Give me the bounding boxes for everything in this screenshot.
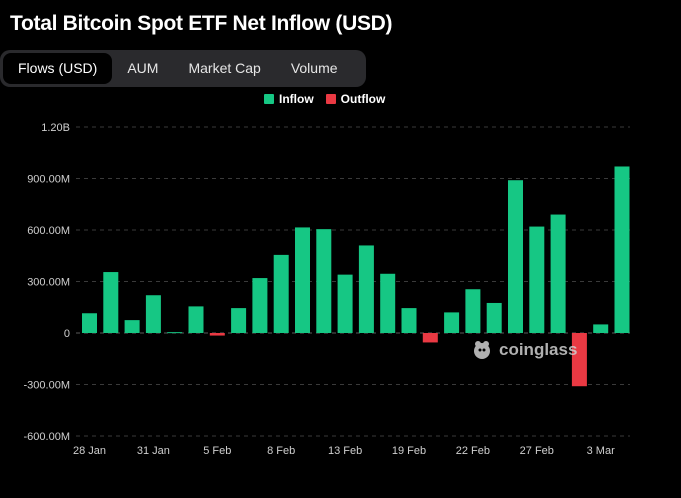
tab-volume[interactable]: Volume	[290, 60, 338, 76]
chart-title: Total Bitcoin Spot ETF Net Inflow (USD)	[10, 12, 393, 35]
bar-inflow[interactable]	[231, 308, 247, 333]
outflow-swatch	[325, 94, 336, 104]
y-tick-label: -300.00M	[24, 380, 70, 392]
x-tick-label: 27 Feb	[520, 445, 554, 457]
bar-inflow[interactable]	[295, 227, 310, 333]
x-tick-label: 22 Feb	[456, 445, 490, 457]
bar-inflow[interactable]	[465, 289, 481, 333]
y-tick-label: 900.00M	[27, 174, 70, 186]
bar-inflow[interactable]	[82, 313, 97, 333]
legend-item-inflow[interactable]: Inflow	[264, 92, 314, 106]
view-tabs: Flows (USD) AUM Market Cap Volume	[0, 50, 366, 87]
y-tick-label: 300.00M	[27, 277, 70, 289]
watermark-text: coinglass	[499, 340, 578, 359]
bar-inflow[interactable]	[188, 306, 204, 333]
bar-inflow[interactable]	[273, 254, 289, 333]
bar-inflow[interactable]	[614, 166, 630, 333]
bar-inflow[interactable]	[486, 302, 502, 333]
coinglass-watermark: coinglass	[470, 338, 577, 362]
x-tick-label: 19 Feb	[392, 445, 426, 457]
bar-inflow[interactable]	[252, 278, 268, 333]
bar-outflow[interactable]	[209, 333, 225, 336]
bar-inflow[interactable]	[529, 226, 545, 333]
x-tick-label: 8 Feb	[267, 445, 295, 457]
bar-outflow[interactable]	[571, 333, 587, 387]
tab-flows[interactable]: Flows (USD)	[3, 53, 113, 84]
inflow-swatch	[264, 94, 274, 104]
bar-inflow[interactable]	[508, 180, 523, 333]
legend-outflow-label: Outflow	[340, 92, 386, 106]
tab-aum[interactable]: AUM	[127, 60, 159, 76]
bar-inflow[interactable]	[380, 273, 396, 333]
x-tick-label: 5 Feb	[203, 445, 231, 457]
bar-inflow[interactable]	[358, 245, 374, 333]
bar-inflow[interactable]	[593, 324, 609, 333]
y-tick-label: 600.00M	[27, 225, 70, 237]
bar-inflow[interactable]	[124, 320, 140, 333]
bar-inflow[interactable]	[145, 295, 161, 333]
bar-outflow[interactable]	[422, 333, 438, 343]
x-tick-label: 13 Feb	[328, 445, 362, 457]
bar-inflow[interactable]	[316, 229, 332, 333]
bar-inflow[interactable]	[337, 274, 353, 333]
tab-market-cap[interactable]: Market Cap	[188, 60, 261, 76]
x-tick-label: 3 Mar	[587, 445, 615, 457]
y-tick-label: 1.20B	[41, 122, 70, 134]
bar-inflow[interactable]	[401, 308, 417, 333]
x-tick-label: 31 Jan	[137, 445, 170, 457]
legend-item-outflow[interactable]: Outflow	[325, 92, 386, 106]
bar-inflow[interactable]	[550, 214, 566, 333]
bar-inflow[interactable]	[444, 312, 460, 333]
bar-inflow[interactable]	[103, 272, 119, 333]
coinglass-logo-icon	[474, 341, 490, 359]
y-tick-label: 0	[64, 328, 70, 340]
x-tick-label: 28 Jan	[73, 445, 106, 457]
legend-inflow-label: Inflow	[279, 92, 314, 106]
chart-legend: Inflow Outflow	[264, 92, 385, 106]
bar-inflow[interactable]	[167, 332, 183, 334]
y-tick-label: -600.00M	[24, 431, 70, 443]
